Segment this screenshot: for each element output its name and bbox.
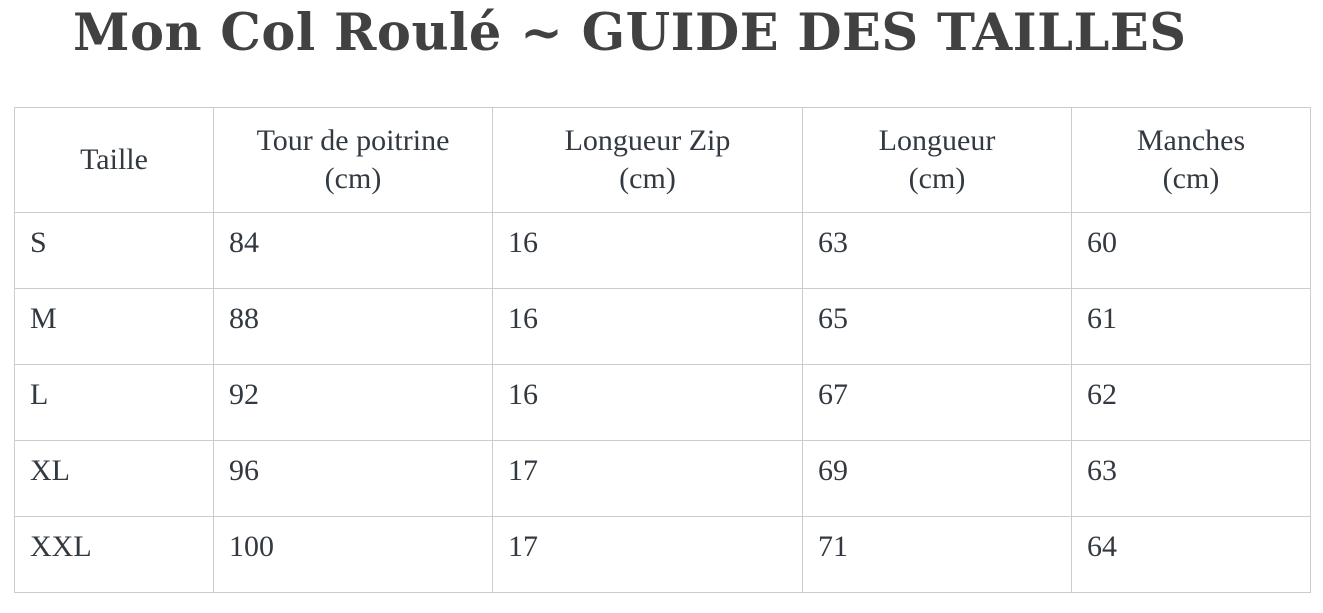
column-header-unit: (cm) [1162, 161, 1220, 195]
column-header-longueur: Longueur (cm) [802, 106, 1072, 213]
column-header-label: Longueur Zip [564, 123, 731, 157]
value-cell: 100 [213, 515, 493, 593]
value-cell: 62 [1071, 363, 1311, 441]
header-row: Taille Tour de poitrine (cm) Longueur Zi… [14, 106, 1311, 213]
size-guide-table: Taille Tour de poitrine (cm) Longueur Zi… [14, 106, 1311, 593]
size-cell: XXL [14, 515, 214, 593]
column-header-taille: Taille [14, 106, 214, 213]
table-row-xl: XL 96 17 69 63 [14, 439, 1311, 517]
value-cell: 61 [1071, 287, 1311, 365]
value-cell: 67 [802, 363, 1072, 441]
column-header-unit: (cm) [619, 161, 676, 195]
value-cell: 63 [802, 211, 1072, 289]
column-header-label: Tour de poitrine [256, 123, 450, 157]
table-row-m: M 88 16 65 61 [14, 287, 1311, 365]
column-header-unit: (cm) [908, 161, 966, 195]
value-cell: 84 [213, 211, 493, 289]
column-header-tour-de-poitrine: Tour de poitrine (cm) [213, 106, 493, 213]
value-cell: 16 [492, 363, 803, 441]
value-cell: 92 [213, 363, 493, 441]
value-cell: 17 [492, 515, 803, 593]
table-row-s: S 84 16 63 60 [14, 211, 1311, 289]
value-cell: 60 [1071, 211, 1311, 289]
value-cell: 64 [1071, 515, 1311, 593]
column-header-label: Manches [1136, 123, 1246, 157]
size-cell: S [14, 211, 214, 289]
page-title: Mon Col Roulé ~ GUIDE DES TAILLES [73, 3, 1187, 63]
table-row-xxl: XXL 100 17 71 64 [14, 515, 1311, 593]
value-cell: 63 [1071, 439, 1311, 517]
value-cell: 71 [802, 515, 1072, 593]
column-header-longueur-zip: Longueur Zip (cm) [492, 106, 803, 213]
value-cell: 69 [802, 439, 1072, 517]
column-header-label: Taille [80, 142, 148, 176]
size-cell: L [14, 363, 214, 441]
value-cell: 96 [213, 439, 493, 517]
column-header-unit: (cm) [324, 161, 382, 195]
size-cell: M [14, 287, 214, 365]
table-row-l: L 92 16 67 62 [14, 363, 1311, 441]
value-cell: 65 [802, 287, 1072, 365]
value-cell: 17 [492, 439, 803, 517]
column-header-label: Longueur [878, 123, 996, 157]
value-cell: 16 [492, 211, 803, 289]
column-header-manches: Manches (cm) [1071, 106, 1311, 213]
size-cell: XL [14, 439, 214, 517]
value-cell: 88 [213, 287, 493, 365]
value-cell: 16 [492, 287, 803, 365]
